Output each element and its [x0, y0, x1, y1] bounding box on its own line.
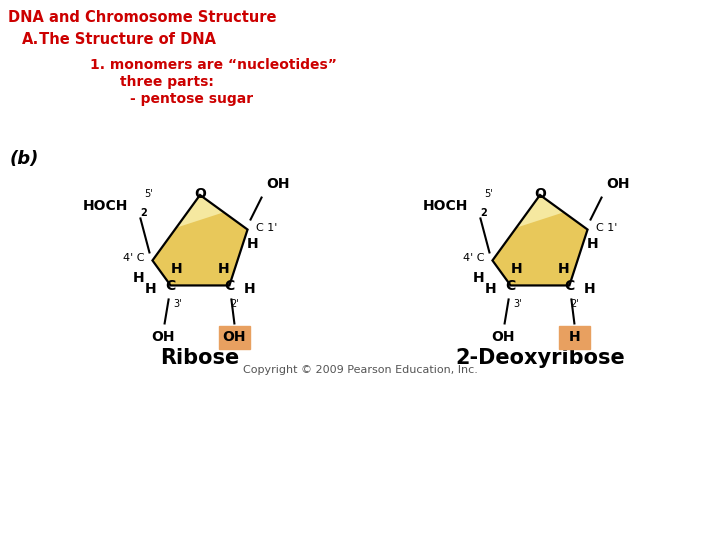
Text: 2-Deoxyribose: 2-Deoxyribose [455, 348, 625, 368]
Text: H: H [472, 272, 485, 286]
Text: 3': 3' [513, 300, 522, 309]
Text: H: H [584, 282, 595, 296]
Text: 2: 2 [140, 208, 147, 219]
Text: OH: OH [151, 330, 174, 345]
Text: C 1': C 1' [595, 222, 617, 233]
Text: A.: A. [22, 32, 40, 47]
Polygon shape [492, 195, 588, 286]
Text: H: H [217, 262, 229, 276]
Text: O: O [194, 187, 206, 201]
Text: C: C [505, 280, 516, 293]
Text: OH: OH [222, 330, 246, 345]
Text: 5': 5' [144, 190, 153, 199]
Text: H: H [247, 237, 258, 251]
Text: HOCH: HOCH [423, 199, 469, 213]
Text: Ribose: Ribose [161, 348, 240, 368]
Text: C: C [564, 280, 575, 293]
Polygon shape [153, 195, 248, 286]
Text: H: H [557, 262, 570, 276]
Text: Copyright © 2009 Pearson Education, Inc.: Copyright © 2009 Pearson Education, Inc. [243, 365, 477, 375]
Text: H: H [569, 330, 580, 345]
Text: C: C [224, 280, 235, 293]
Text: (b): (b) [10, 150, 40, 168]
Text: OH: OH [266, 177, 289, 191]
Text: 2: 2 [480, 208, 487, 219]
Text: 4' C: 4' C [463, 253, 485, 264]
Text: - pentose sugar: - pentose sugar [130, 92, 253, 106]
Text: H: H [587, 237, 598, 251]
Text: HOCH: HOCH [83, 199, 128, 213]
Text: OH: OH [491, 330, 514, 345]
FancyBboxPatch shape [559, 326, 590, 349]
Text: The Structure of DNA: The Structure of DNA [34, 32, 216, 47]
Text: H: H [145, 282, 156, 296]
Text: 2': 2' [230, 300, 239, 309]
Text: O: O [534, 187, 546, 201]
Polygon shape [492, 212, 588, 286]
Polygon shape [153, 212, 248, 286]
Text: 5': 5' [484, 190, 492, 199]
Text: three parts:: three parts: [120, 75, 214, 89]
Text: 3': 3' [174, 300, 182, 309]
Text: H: H [510, 262, 523, 276]
Text: C: C [166, 280, 176, 293]
FancyBboxPatch shape [219, 326, 250, 349]
Text: 2': 2' [570, 300, 579, 309]
Text: H: H [171, 262, 182, 276]
Text: 4' C: 4' C [123, 253, 145, 264]
Text: H: H [132, 272, 144, 286]
Text: DNA and Chromosome Structure: DNA and Chromosome Structure [8, 10, 276, 25]
Text: H: H [243, 282, 255, 296]
Text: C 1': C 1' [256, 222, 277, 233]
Text: OH: OH [606, 177, 629, 191]
Text: H: H [485, 282, 496, 296]
Text: 1. monomers are “nucleotides”: 1. monomers are “nucleotides” [90, 58, 337, 72]
